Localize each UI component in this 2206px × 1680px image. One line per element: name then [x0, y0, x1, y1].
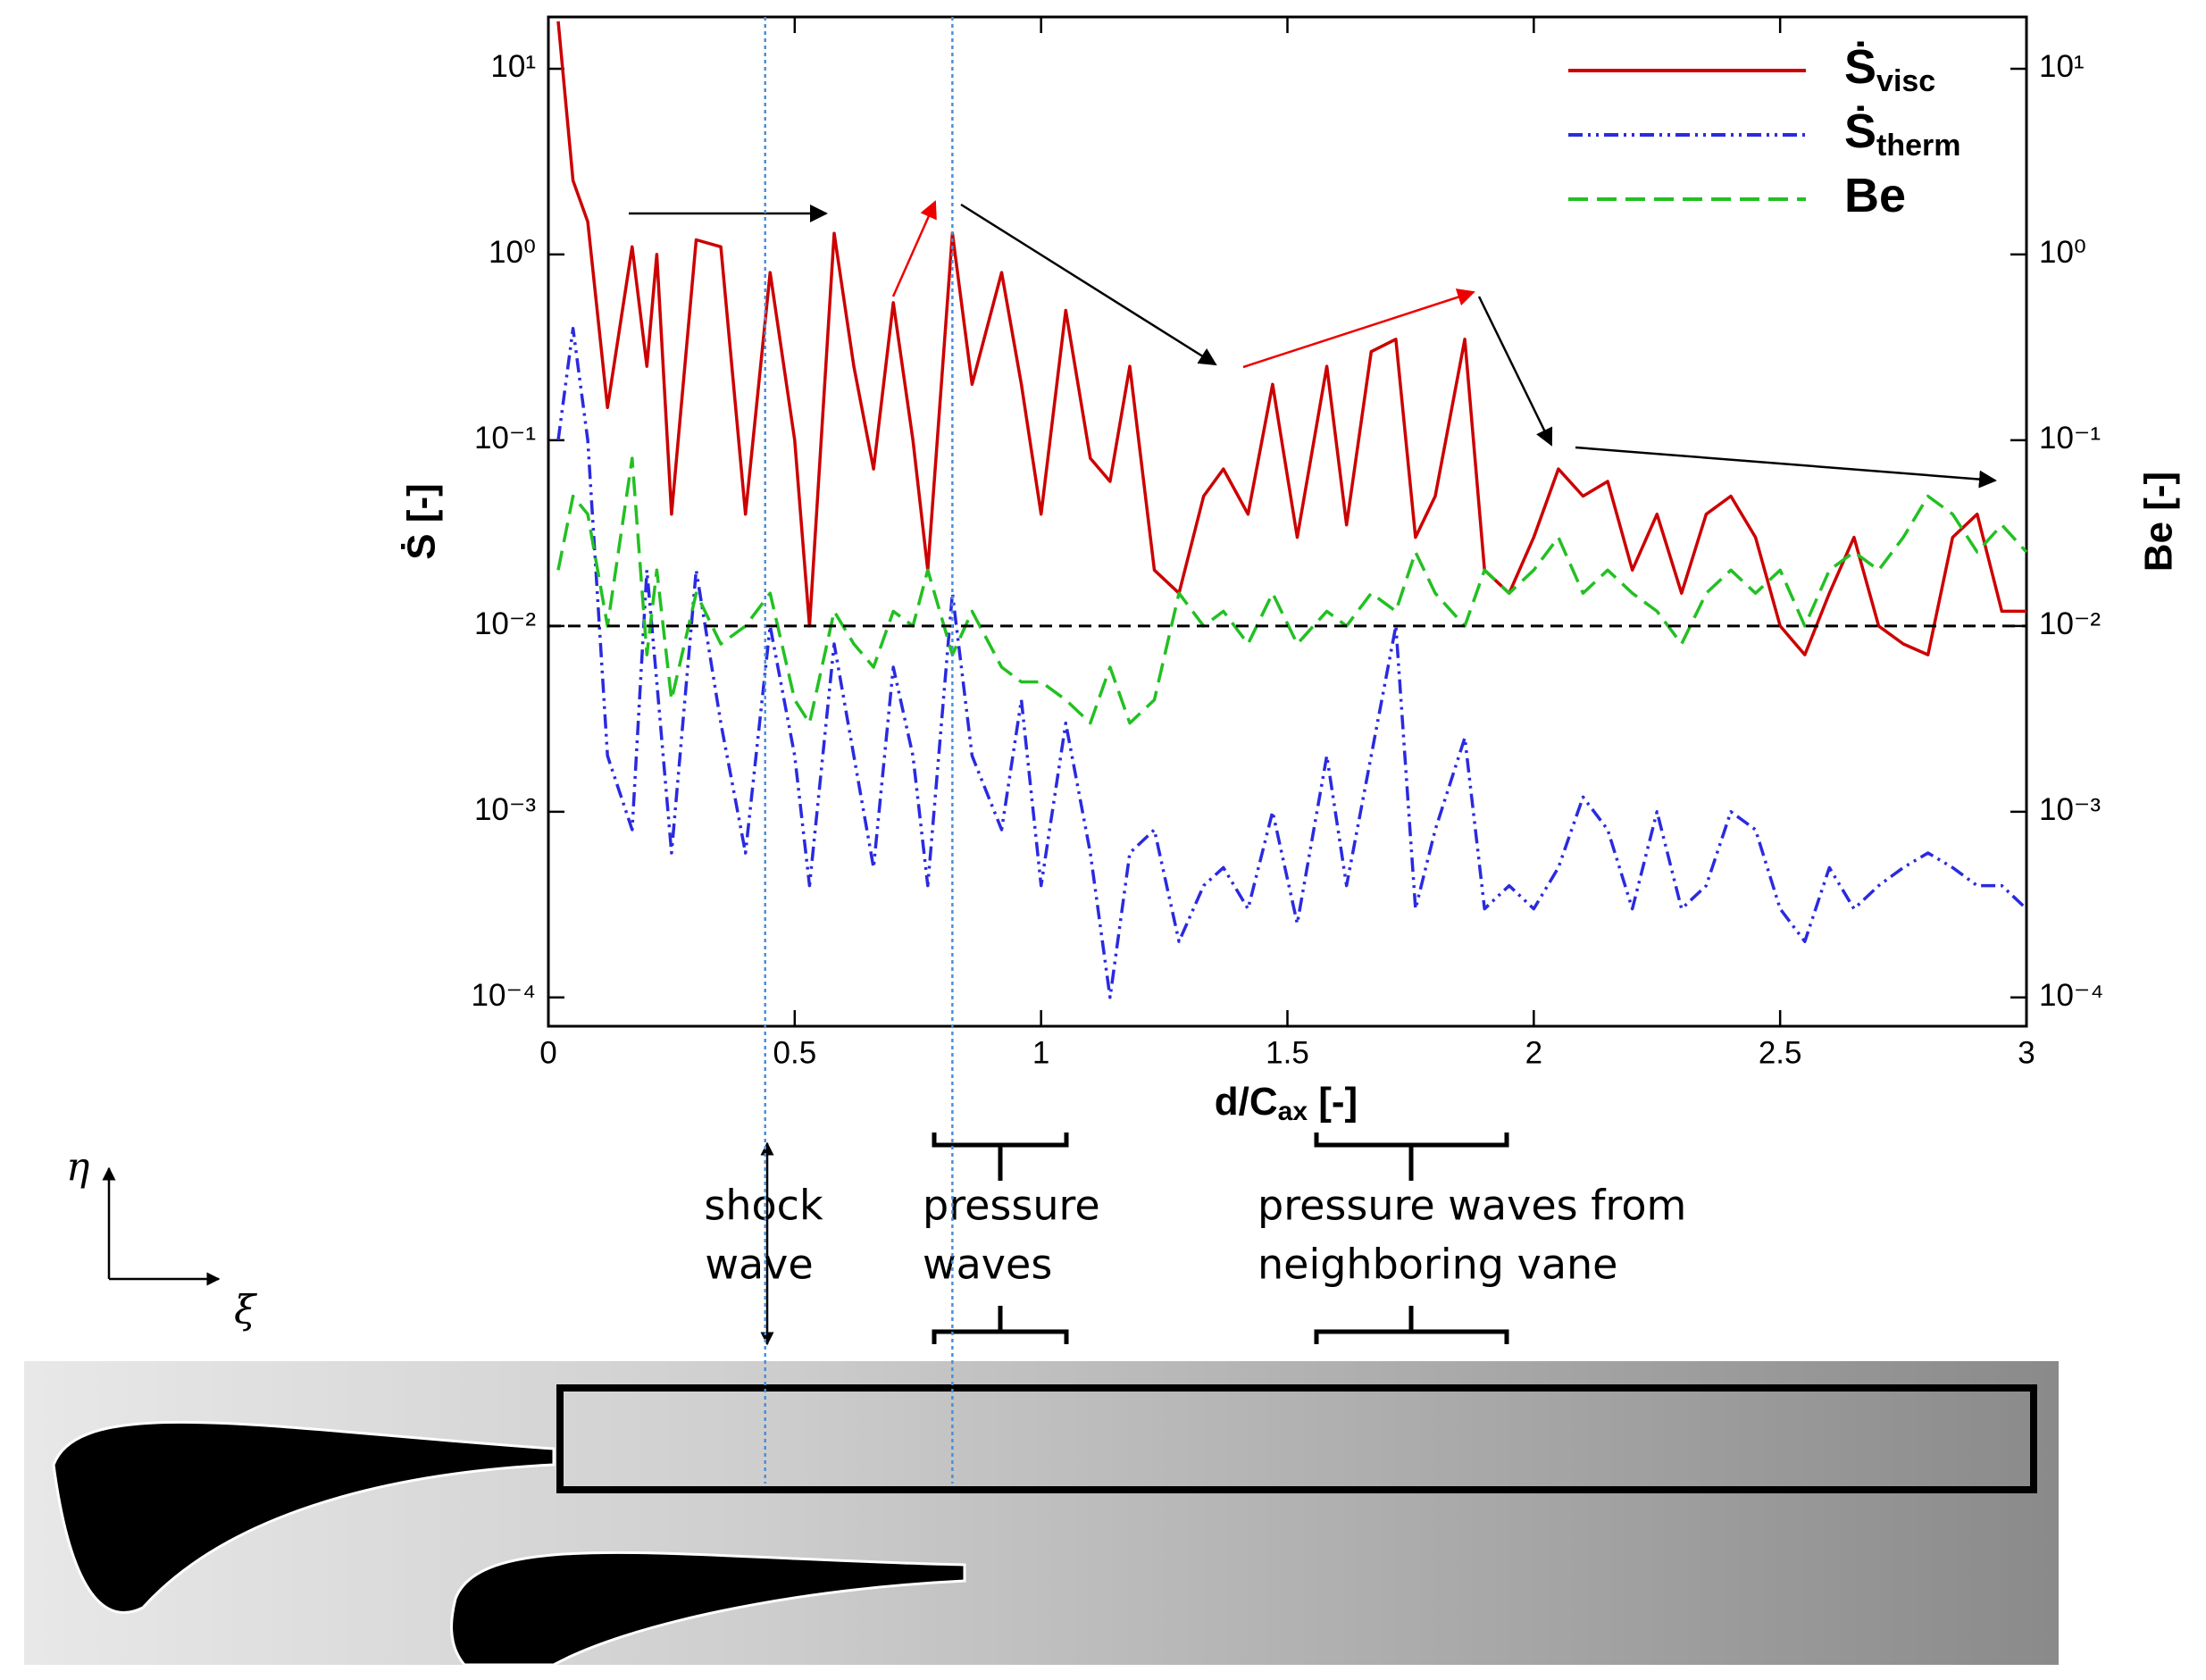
series-line — [556, 456, 2028, 725]
annotation: wave — [705, 1241, 813, 1289]
trend-arrows — [629, 200, 1997, 489]
y-tick-label: 10⁻¹ — [474, 421, 536, 456]
annotation-shapes — [102, 1133, 1509, 1346]
x-tick-label: 2.5 — [1759, 1035, 1802, 1070]
y2-tick-label: 10⁻³ — [2039, 792, 2101, 827]
annotation: pressure — [923, 1182, 1100, 1230]
y-tick-label: 10⁰ — [489, 235, 536, 270]
y-tick-label: 10⁻³ — [474, 792, 536, 827]
y2-tick-label: 10⁻⁴ — [2039, 978, 2103, 1013]
legend-label: Ṡvisc — [1844, 40, 1935, 98]
y-axis-label: Ṡ [-] — [400, 483, 444, 560]
x-tick-label: 0 — [539, 1035, 556, 1070]
y2-tick-label: 10⁻¹ — [2039, 421, 2101, 456]
y-tick-label: 10¹ — [490, 49, 536, 84]
plot-area: 0 0.5 1 1.5 2 2.5 3 10¹ 10⁰ 10⁻¹ 10⁻² 10⁻³ 10⁻⁴ 10¹ 10… — [472, 15, 2103, 1070]
y2-tick-label: 10⁰ — [2039, 235, 2086, 270]
axis-symbol: η — [66, 1145, 89, 1191]
annotation: pressure waves from — [1258, 1182, 1686, 1230]
axis-symbol: ξ — [234, 1288, 258, 1333]
y2-tick-label: 10⁻² — [2039, 606, 2101, 641]
x-tick-label: 2 — [1525, 1035, 1542, 1070]
annotation: neighboring vane — [1258, 1241, 1617, 1289]
x-tick-label: 1 — [1032, 1035, 1049, 1070]
x-tick-label: 0.5 — [773, 1035, 817, 1070]
legend-label: Ṡtherm — [1844, 104, 1961, 163]
x-tick-label: 1.5 — [1266, 1035, 1309, 1070]
y2-axis-label: Be [-] — [2137, 472, 2181, 572]
series-line — [556, 21, 2026, 656]
series-line — [556, 326, 2028, 999]
y-tick-label: 10⁻⁴ — [472, 978, 536, 1013]
y2-tick-label: 10¹ — [2039, 49, 2085, 84]
annotation: shock — [704, 1182, 823, 1230]
x-tick-label: 3 — [2018, 1035, 2035, 1070]
annotation: waves — [923, 1241, 1052, 1289]
y-tick-label: 10⁻² — [474, 606, 536, 641]
x-axis-label: d/Cax [-] — [1215, 1080, 1358, 1126]
schlieren-image — [24, 1361, 2059, 1667]
legend-label: Be — [1844, 169, 1906, 222]
